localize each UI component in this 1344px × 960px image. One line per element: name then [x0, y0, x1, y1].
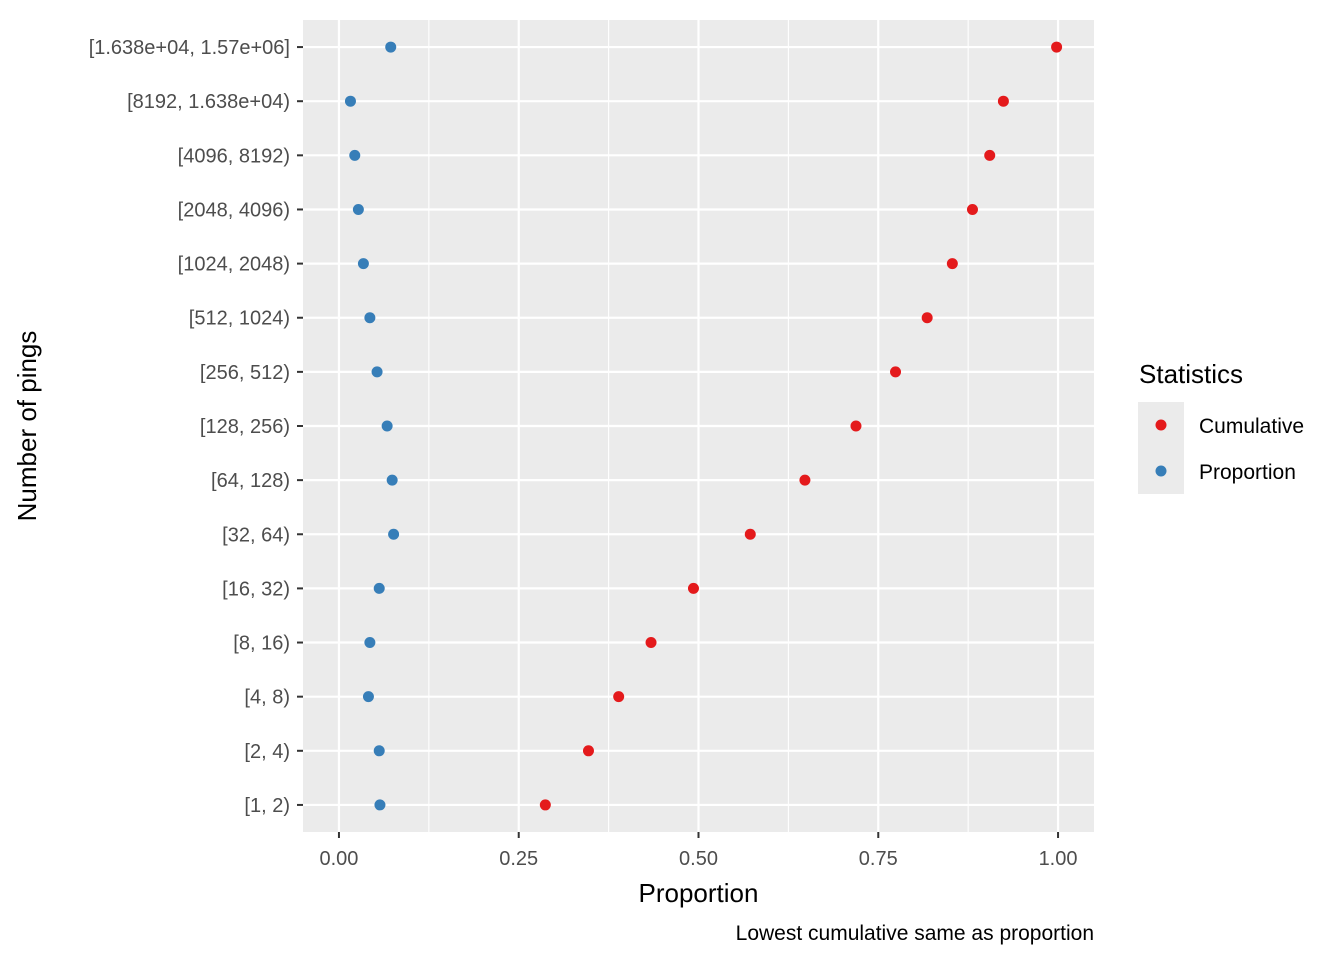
y-tick-label: [8, 16)	[233, 633, 290, 655]
y-tick-label: [64, 128)	[211, 470, 290, 492]
y-axis-title: Number of pings	[12, 331, 42, 522]
legend: Statistics Cumulative Proportion	[1138, 359, 1304, 494]
y-tick-label: [4, 8)	[244, 687, 290, 709]
y-tick-label: [128, 256)	[200, 416, 290, 438]
cumulative-point	[921, 312, 933, 324]
proportion-point	[357, 258, 369, 270]
cumulative-point	[582, 745, 594, 757]
chart-caption: Lowest cumulative same as proportion	[736, 922, 1094, 945]
major-gridlines	[303, 20, 1094, 832]
cumulative-point	[744, 528, 756, 540]
y-tick-label: [8192, 1.638e+04)	[127, 91, 290, 113]
y-tick-label: [32, 64)	[222, 524, 290, 546]
proportion-point	[388, 528, 400, 540]
cumulative-point	[966, 203, 978, 215]
proportion-point	[352, 203, 364, 215]
y-tick-label: [1, 2)	[244, 795, 290, 817]
y-tick-label: [1024, 2048)	[178, 254, 290, 276]
proportion-point	[371, 366, 383, 378]
y-axis: [1, 2) [2, 4) [4, 8) [8, 16) [16, 32) [32, 64…	[89, 37, 303, 817]
proportion-point	[373, 745, 385, 757]
cumulative-point	[984, 149, 996, 161]
proportion-point	[385, 41, 397, 53]
x-tick-label: 0.50	[679, 848, 718, 870]
legend-key-cumulative	[1155, 419, 1167, 431]
cumulative-point	[890, 366, 902, 378]
proportion-point	[364, 637, 376, 649]
y-tick-label: [2048, 4096)	[178, 199, 290, 221]
y-tick-label: [256, 512)	[200, 362, 290, 384]
cumulative-point	[997, 95, 1009, 107]
proportion-point	[386, 474, 398, 486]
proportion-point	[381, 420, 393, 432]
cumulative-point	[687, 582, 699, 594]
x-tick-label: 1.00	[1039, 848, 1078, 870]
y-tick-label: [512, 1024)	[189, 308, 290, 330]
x-axis: 0.00 0.25 0.50 0.75 1.00	[319, 832, 1078, 870]
y-tick-label: [2, 4)	[244, 741, 290, 763]
legend-label-cumulative: Cumulative	[1199, 415, 1304, 438]
legend-key-background	[1138, 402, 1184, 494]
cumulative-point	[850, 420, 862, 432]
y-tick-label: [16, 32)	[222, 578, 290, 600]
proportion-point	[364, 312, 376, 324]
x-tick-label: 0.75	[859, 848, 898, 870]
proportion-point	[374, 799, 386, 811]
cumulative-point	[645, 637, 657, 649]
legend-title: Statistics	[1139, 359, 1243, 389]
y-tick-label: [1.638e+04, 1.57e+06]	[89, 37, 290, 59]
legend-label-proportion: Proportion	[1199, 461, 1296, 484]
x-tick-label: 0.25	[499, 848, 538, 870]
x-tick-label: 0.00	[319, 848, 358, 870]
y-tick-label: [4096, 8192)	[178, 145, 290, 167]
proportion-point	[344, 95, 356, 107]
proportion-point	[362, 691, 374, 703]
cumulative-point	[539, 799, 551, 811]
proportion-point	[349, 149, 361, 161]
cumulative-point	[613, 691, 625, 703]
x-axis-title: Proportion	[639, 878, 759, 908]
legend-key-proportion	[1155, 465, 1167, 477]
data-points	[344, 41, 1063, 811]
proportion-point	[373, 582, 385, 594]
cumulative-point	[1051, 41, 1063, 53]
cumulative-point	[946, 258, 958, 270]
cumulative-point	[799, 474, 811, 486]
